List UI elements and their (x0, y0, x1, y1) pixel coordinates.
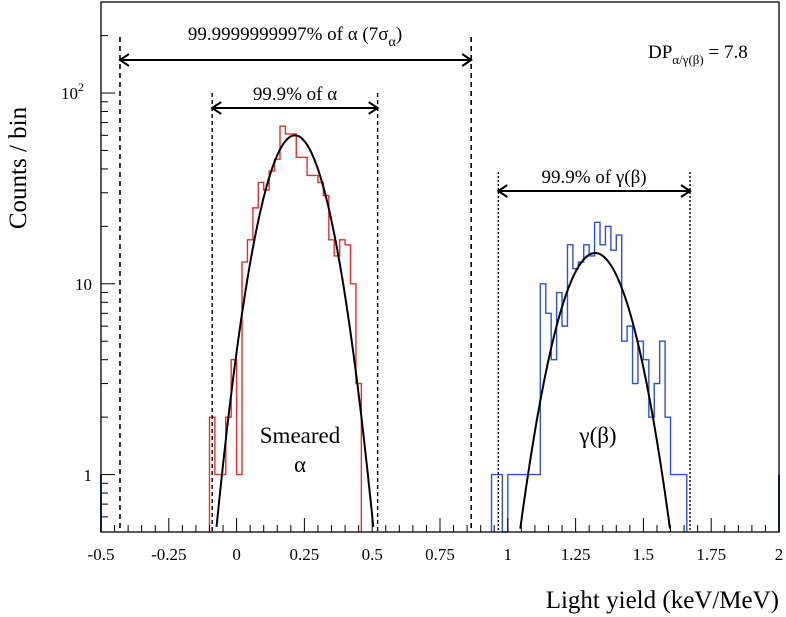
gamma-999-arrow (496, 184, 692, 198)
alpha-999-arrow (210, 101, 380, 115)
y-tick-label: 10 (75, 275, 92, 294)
y-tick-label: 102 (61, 80, 84, 103)
plot-frame (100, 1, 780, 533)
alpha-series-symbol: α (294, 452, 306, 477)
seven-sigma-label: 99.9999999997% of α (7σα) (188, 24, 402, 50)
x-tick-label: -0.5 (88, 545, 115, 564)
alpha-999-label: 99.9% of α (253, 84, 337, 105)
axes (100, 1, 780, 533)
alpha-series-label: Smeared (260, 423, 341, 448)
seven-sigma-arrow (118, 53, 473, 67)
x-tick-label: 0 (232, 545, 241, 564)
x-tick-label: 0.25 (290, 545, 320, 564)
y-tick-labels: 1 10 102 (61, 80, 92, 485)
x-tick-label: 1.25 (561, 545, 591, 564)
x-tick-label: 0.75 (425, 545, 455, 564)
x-tick-label: 1 (504, 545, 513, 564)
x-tick-label: 0.5 (362, 545, 383, 564)
x-tick-label: 2 (775, 545, 784, 564)
gamma-gaussian-fit (519, 252, 671, 529)
x-tick-label: -0.25 (151, 545, 186, 564)
x-tick-label: 1.5 (633, 545, 654, 564)
x-axis-label: Light yield (keV/MeV) (546, 587, 779, 614)
gamma-histogram (490, 221, 688, 533)
gamma-series-label: γ(β) (578, 423, 616, 448)
y-tick-label: 1 (84, 466, 93, 485)
y-axis-label: Counts / bin (5, 106, 32, 229)
annotations: 99.9999999997% of α (7σα) 99.9% of α 99.… (118, 24, 748, 532)
gamma-999-label: 99.9% of γ(β) (541, 167, 646, 188)
x-tick-label: 1.75 (696, 545, 726, 564)
histograms (100, 125, 780, 533)
dp-label: DPα/γ(β) = 7.8 (648, 42, 748, 67)
alpha-gaussian-fit (215, 134, 375, 528)
x-tick-labels: -0.5 -0.25 0 0.25 0.5 0.75 1 1.25 1.5 1.75 2 (88, 545, 784, 564)
fit-curves (215, 134, 671, 529)
alpha-histogram (208, 125, 363, 532)
